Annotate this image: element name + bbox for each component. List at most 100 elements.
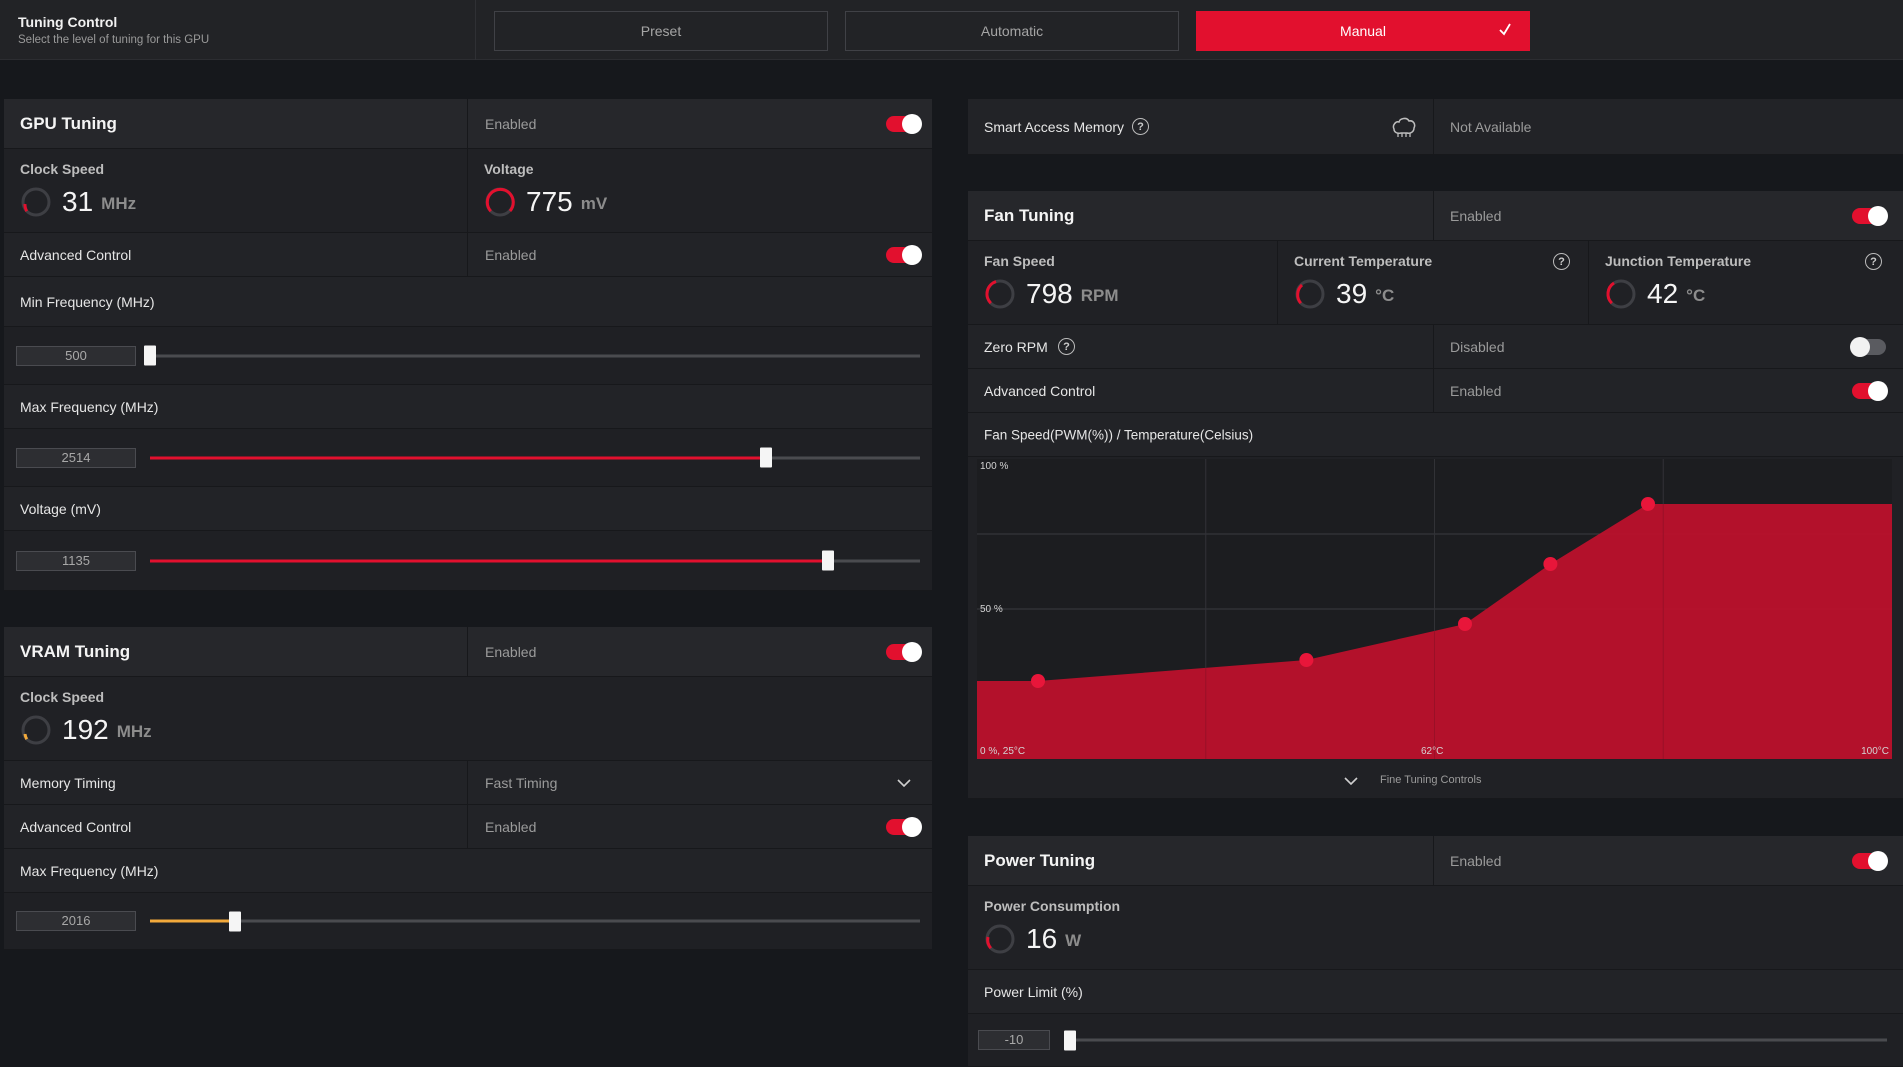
- smart-access-memory-label: Smart Access Memory: [984, 118, 1125, 135]
- chevron-down-icon[interactable]: [897, 779, 911, 787]
- fan-curve-point[interactable]: [1543, 557, 1558, 571]
- voltage-slider-label: Voltage (mV): [20, 500, 101, 517]
- power-tuning-state: Enabled: [1450, 852, 1502, 869]
- power-limit-thumb[interactable]: [1064, 1030, 1076, 1050]
- help-icon[interactable]: ?: [1553, 253, 1570, 270]
- fan-curve-chart[interactable]: 100 % 50 % 0 %, 25°C 62°C 100°C: [977, 459, 1892, 759]
- help-icon[interactable]: ?: [1132, 118, 1149, 135]
- fan-advanced-control-toggle[interactable]: [1852, 380, 1888, 401]
- fine-tuning-label: Fine Tuning Controls: [1380, 774, 1482, 786]
- vram-advanced-control-row: Advanced Control Enabled: [4, 805, 932, 849]
- fan-tuning-toggle[interactable]: [1852, 205, 1888, 226]
- smart-access-memory-state: Not Available: [1450, 118, 1532, 135]
- current-temperature-label: Current Temperature: [1294, 253, 1433, 269]
- gpu-voltage-unit: mV: [580, 194, 608, 213]
- gauge-icon: [21, 715, 51, 745]
- tuning-control-info: Tuning Control Select the level of tunin…: [0, 0, 476, 60]
- voltage-slider-row: 1135: [4, 531, 932, 591]
- gpu-voltage-label: Voltage: [484, 161, 534, 177]
- current-temperature-value: 39: [1336, 278, 1368, 309]
- vram-max-frequency-slider-row: 2016: [4, 893, 932, 950]
- fan-advanced-control-state: Enabled: [1450, 382, 1502, 399]
- junction-temperature-label: Junction Temperature: [1605, 253, 1751, 269]
- vram-advanced-control-state: Enabled: [485, 818, 537, 835]
- vram-tuning-toggle[interactable]: [886, 641, 922, 662]
- fan-speed: Fan Speed 798 RPM: [968, 241, 1278, 324]
- check-icon: [1499, 23, 1511, 36]
- memory-timing-label: Memory Timing: [20, 774, 116, 791]
- manual-label: Manual: [1340, 23, 1386, 39]
- min-frequency-input[interactable]: 500: [16, 345, 136, 366]
- fan-tuning-state: Enabled: [1450, 207, 1502, 224]
- gpu-voltage-value: 775: [526, 186, 573, 217]
- fan-curve-point[interactable]: [1458, 617, 1472, 631]
- fine-tuning-controls[interactable]: Fine Tuning Controls: [968, 763, 1903, 799]
- vram-advanced-control-toggle[interactable]: [886, 816, 922, 837]
- gpu-advanced-control-toggle[interactable]: [886, 244, 922, 265]
- gauge-icon: [21, 187, 51, 217]
- memory-chip-icon: [1392, 117, 1416, 137]
- junction-temperature-unit: °C: [1686, 286, 1706, 305]
- gauge-icon: [985, 279, 1015, 309]
- power-limit-input[interactable]: -10: [978, 1030, 1050, 1050]
- manual-button[interactable]: Manual: [1196, 11, 1530, 51]
- automatic-button[interactable]: Automatic: [845, 11, 1179, 51]
- power-consumption-value: 16: [1026, 923, 1058, 954]
- gpu-clock-speed-unit: MHz: [101, 194, 137, 213]
- help-icon[interactable]: ?: [1058, 338, 1075, 355]
- power-consumption: Power Consumption 16 W: [968, 886, 1434, 969]
- gpu-clock-speed-label: Clock Speed: [20, 161, 105, 177]
- chevron-down-icon[interactable]: [1344, 777, 1358, 785]
- fan-curve-point[interactable]: [1299, 653, 1314, 667]
- max-frequency-slider[interactable]: [150, 447, 920, 468]
- memory-timing-select[interactable]: Fast Timing: [485, 774, 558, 791]
- vram-tuning-panel: VRAM Tuning Enabled Clock Speed 192 MHz …: [4, 627, 932, 950]
- fan-curve-title-row: Fan Speed(PWM(%)) / Temperature(Celsius): [968, 413, 1903, 457]
- gauge-icon: [1295, 279, 1325, 309]
- vram-max-frequency-input[interactable]: 2016: [16, 911, 136, 931]
- power-tuning-toggle[interactable]: [1852, 850, 1888, 871]
- zero-rpm-row: Zero RPM ? Disabled: [968, 325, 1903, 369]
- help-icon[interactable]: ?: [1865, 253, 1882, 270]
- power-tuning-title: Power Tuning: [984, 850, 1096, 870]
- vram-metrics-row: Clock Speed 192 MHz: [4, 677, 932, 761]
- power-limit-slider-row: -10: [968, 1014, 1903, 1067]
- preset-label: Preset: [640, 23, 682, 39]
- fan-advanced-control-row: Advanced Control Enabled: [968, 369, 1903, 413]
- fan-speed-unit: RPM: [1080, 286, 1119, 305]
- voltage-row: Voltage (mV): [4, 487, 932, 531]
- gpu-metrics-row: Clock Speed 31 MHz Voltage 775 mV: [4, 149, 932, 233]
- vram-max-frequency-thumb[interactable]: [228, 911, 241, 931]
- min-frequency-slider[interactable]: [144, 345, 920, 366]
- junction-temperature-value: 42: [1647, 278, 1679, 309]
- gpu-tuning-toggle[interactable]: [886, 113, 922, 134]
- vram-clock-speed-unit: MHz: [116, 722, 152, 741]
- gauge-icon: [985, 924, 1015, 954]
- fan-curve-svg[interactable]: [977, 459, 1892, 759]
- fan-tuning-header: Fan Tuning Enabled: [968, 191, 1903, 241]
- vram-max-frequency-slider[interactable]: [150, 911, 920, 931]
- y-axis-mid-label: 50 %: [980, 604, 1003, 615]
- max-frequency-slider-row: 2514: [4, 429, 932, 487]
- voltage-thumb[interactable]: [821, 550, 834, 571]
- min-frequency-thumb[interactable]: [144, 345, 156, 366]
- max-frequency-input[interactable]: 2514: [16, 447, 136, 468]
- fan-curve-point[interactable]: [1031, 674, 1045, 688]
- preset-button[interactable]: Preset: [494, 11, 828, 51]
- voltage-input[interactable]: 1135: [16, 550, 136, 571]
- power-limit-slider[interactable]: [1064, 1030, 1887, 1050]
- smart-access-memory-panel: Smart Access Memory ? Not Available: [968, 99, 1903, 155]
- power-tuning-panel: Power Tuning Enabled Power Consumption 1…: [968, 836, 1903, 1067]
- gpu-tuning-panel: GPU Tuning Enabled Clock Speed 31 MHz Vo…: [4, 99, 932, 591]
- fan-curve-point[interactable]: [1641, 497, 1655, 511]
- gpu-advanced-control-label: Advanced Control: [20, 246, 132, 263]
- power-limit-label: Power Limit (%): [984, 983, 1083, 1000]
- min-frequency-row: Min Frequency (MHz): [4, 277, 932, 327]
- power-consumption-unit: W: [1065, 931, 1082, 950]
- power-consumption-label: Power Consumption: [984, 898, 1121, 914]
- gpu-advanced-control-row: Advanced Control Enabled: [4, 233, 932, 277]
- max-frequency-thumb[interactable]: [760, 447, 772, 468]
- zero-rpm-toggle[interactable]: [1850, 336, 1886, 357]
- gpu-clock-speed: Clock Speed 31 MHz: [4, 149, 468, 232]
- voltage-slider[interactable]: [150, 550, 920, 571]
